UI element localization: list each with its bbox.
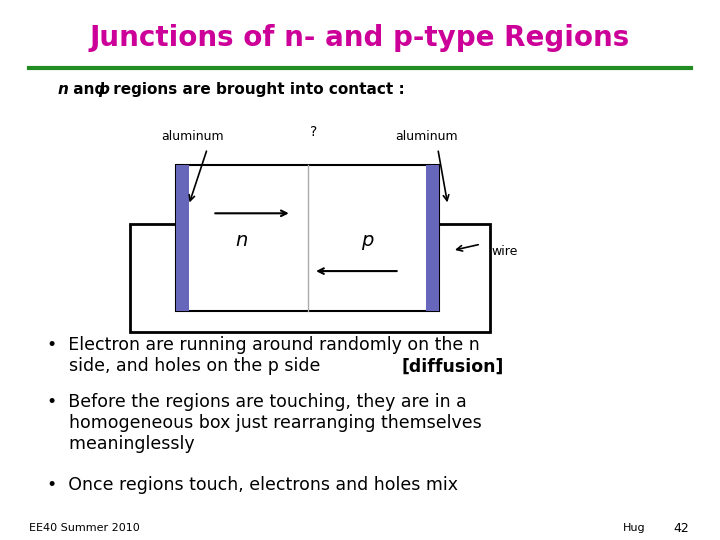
Text: n: n bbox=[235, 231, 248, 250]
Text: wire: wire bbox=[491, 245, 518, 258]
Text: and: and bbox=[68, 82, 111, 97]
Text: ?: ? bbox=[310, 125, 317, 139]
Text: •  Electron are running around randomly on the n: • Electron are running around randomly o… bbox=[47, 336, 480, 354]
Text: [diffusion]: [diffusion] bbox=[402, 357, 504, 375]
Bar bbox=[176, 165, 439, 310]
Text: p: p bbox=[361, 231, 374, 250]
Text: 42: 42 bbox=[673, 522, 689, 535]
Bar bbox=[176, 165, 189, 310]
Text: •  Once regions touch, electrons and holes mix: • Once regions touch, electrons and hole… bbox=[47, 476, 458, 494]
Text: •  Before the regions are touching, they are in a
    homogeneous box just rearr: • Before the regions are touching, they … bbox=[47, 393, 482, 453]
Text: p: p bbox=[99, 82, 109, 97]
Text: side, and holes on the p side: side, and holes on the p side bbox=[47, 357, 325, 375]
Text: EE40 Summer 2010: EE40 Summer 2010 bbox=[29, 523, 140, 533]
Text: n: n bbox=[58, 82, 68, 97]
Text: aluminum: aluminum bbox=[162, 130, 224, 143]
Bar bbox=[426, 165, 439, 310]
Text: Hug: Hug bbox=[623, 523, 645, 533]
Text: Junctions of n- and p-type Regions: Junctions of n- and p-type Regions bbox=[90, 24, 630, 52]
Text: aluminum: aluminum bbox=[395, 130, 457, 143]
Bar bbox=[130, 224, 490, 332]
Text: regions are brought into contact :: regions are brought into contact : bbox=[108, 82, 405, 97]
